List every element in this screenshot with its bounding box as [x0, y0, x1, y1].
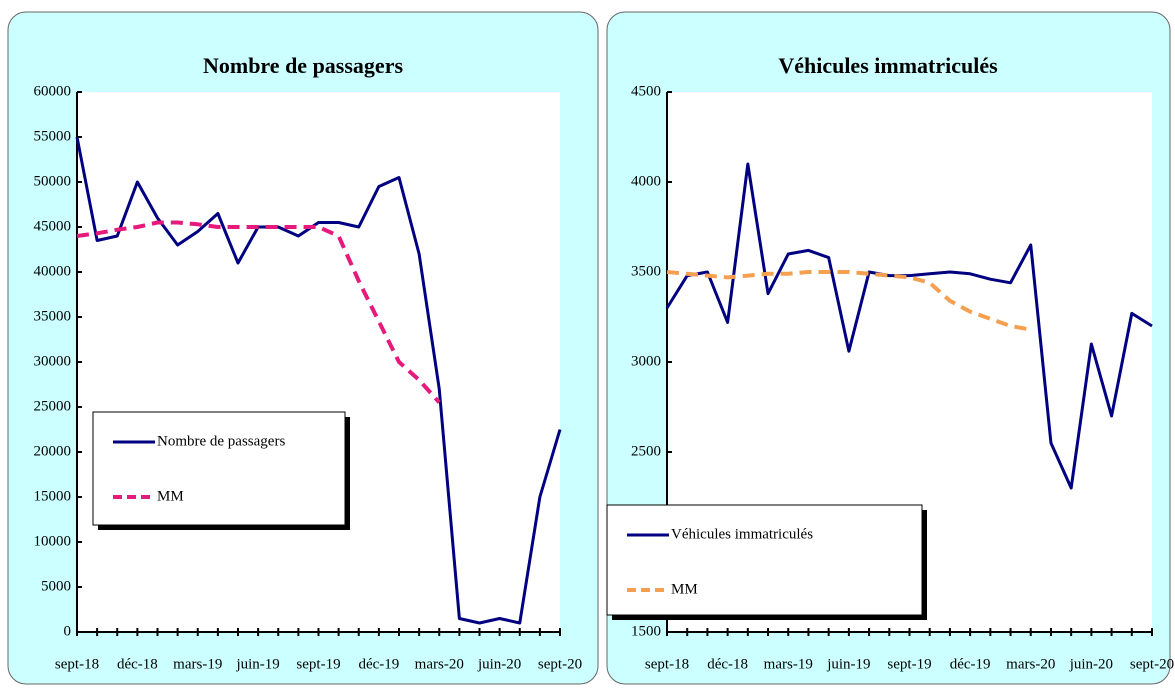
x-tick-label: sept-20	[538, 656, 582, 672]
y-tick-label: 10000	[34, 533, 72, 549]
plot-area	[77, 92, 560, 632]
x-tick-label: sept-18	[645, 656, 689, 672]
series-line	[665, 162, 1153, 490]
series-line	[666, 270, 1032, 332]
x-tick-label: déc-18	[117, 656, 158, 672]
y-tick-label: 40000	[34, 263, 72, 279]
x-tick-label: juin-19	[826, 656, 870, 672]
x-tick-label: juin-20	[477, 656, 521, 672]
y-tick-label: 15000	[34, 488, 72, 504]
y-tick-label: 55000	[34, 128, 72, 144]
x-tick-label: déc-18	[707, 656, 748, 672]
y-tick-label: 60000	[34, 83, 72, 99]
y-tick-label: 50000	[34, 173, 72, 189]
x-tick-label: déc-19	[950, 656, 991, 672]
x-tick-label: sept-19	[887, 656, 931, 672]
y-tick-label: 5000	[41, 578, 71, 594]
y-tick-label: 20000	[34, 443, 72, 459]
legend-label: MM	[671, 581, 698, 597]
y-tick-label: 30000	[34, 353, 72, 369]
legend	[92, 411, 346, 526]
y-tick-label: 25000	[34, 398, 72, 414]
y-tick-label: 45000	[34, 218, 72, 234]
legend-label: Nombre de passagers	[157, 433, 285, 449]
y-tick-label: 2500	[631, 443, 661, 459]
x-tick-label: mars-19	[173, 656, 222, 672]
x-tick-label: juin-20	[1069, 656, 1113, 672]
x-tick-label: mars-19	[764, 656, 813, 672]
series-line	[75, 136, 562, 625]
x-tick-label: sept-18	[55, 656, 99, 672]
y-tick-label: 4500	[631, 83, 661, 99]
chart-title: Nombre de passagers	[203, 53, 403, 78]
series-line	[76, 220, 441, 404]
x-tick-label: sept-19	[296, 656, 340, 672]
y-tick-label: 1500	[631, 623, 661, 639]
y-tick-label: 3000	[631, 353, 661, 369]
y-tick-label: 0	[64, 623, 72, 639]
x-tick-label: sept-20	[1130, 656, 1174, 672]
legend	[606, 504, 923, 616]
legend-label: Véhicules immatriculés	[671, 526, 813, 542]
x-tick-label: déc-19	[358, 656, 399, 672]
x-tick-label: mars-20	[415, 656, 464, 672]
chart-title: Véhicules immatriculés	[778, 53, 998, 78]
x-tick-label: mars-20	[1006, 656, 1055, 672]
legend-label: MM	[157, 488, 184, 504]
y-tick-label: 3500	[631, 263, 661, 279]
y-tick-label: 4000	[631, 173, 661, 189]
x-tick-label: juin-19	[235, 656, 279, 672]
y-tick-label: 35000	[34, 308, 72, 324]
